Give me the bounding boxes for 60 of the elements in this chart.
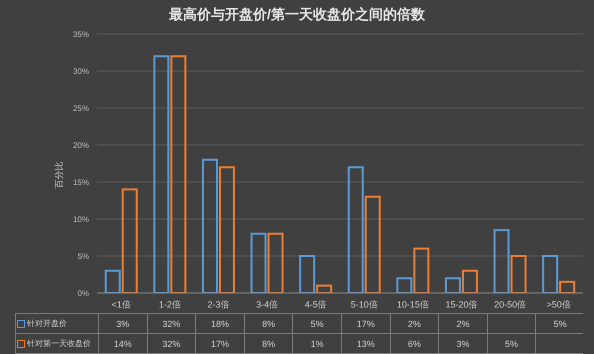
bar bbox=[462, 270, 478, 293]
y-tick-label: 15% bbox=[72, 178, 89, 187]
bar bbox=[348, 166, 364, 293]
bar bbox=[413, 248, 430, 293]
bar bbox=[396, 277, 412, 293]
bar bbox=[444, 277, 461, 293]
data-label: 2% bbox=[390, 314, 438, 333]
data-label: 14% bbox=[98, 334, 147, 353]
data-label: 13% bbox=[340, 334, 390, 353]
data-label: 8% bbox=[244, 314, 292, 333]
bar bbox=[364, 196, 381, 293]
data-label: 17% bbox=[195, 334, 244, 353]
data-label: 5% bbox=[292, 314, 341, 333]
x-tick-label: >50倍 bbox=[546, 299, 571, 310]
x-tick-label: 5-10倍 bbox=[350, 299, 378, 310]
data-label: 5% bbox=[486, 334, 536, 353]
data-label: 32% bbox=[146, 334, 196, 353]
data-label: 32% bbox=[146, 314, 196, 333]
legend-label: 针对开盘价 bbox=[27, 318, 67, 329]
bar bbox=[299, 255, 316, 293]
y-tick-label: 10% bbox=[72, 214, 89, 224]
bar bbox=[494, 229, 510, 293]
y-tick-label: 25% bbox=[72, 104, 89, 113]
bar bbox=[170, 55, 186, 293]
y-tick-label: 5% bbox=[77, 252, 89, 261]
bar bbox=[316, 284, 332, 293]
y-tick-label: 20% bbox=[72, 140, 89, 150]
y-tick-label: 30% bbox=[72, 66, 89, 76]
x-tick-label: 20-50倍 bbox=[494, 299, 526, 310]
data-label: 6% bbox=[390, 334, 438, 353]
bar bbox=[153, 55, 170, 293]
bar bbox=[202, 158, 218, 293]
data-label: 17% bbox=[340, 314, 390, 333]
legend-label: 针对第一天收盘价 bbox=[27, 338, 91, 349]
bar bbox=[104, 270, 121, 293]
data-label: 18% bbox=[195, 314, 244, 333]
y-tick-label: 0% bbox=[77, 288, 89, 298]
bar bbox=[268, 232, 284, 293]
bar bbox=[542, 255, 558, 293]
data-label: 2% bbox=[438, 314, 487, 333]
data-label: 5% bbox=[535, 314, 584, 333]
x-tick-label: 1-2倍 bbox=[158, 299, 181, 310]
data-label: 8% bbox=[244, 334, 292, 353]
x-tick-label: 10-15倍 bbox=[396, 299, 429, 310]
bar bbox=[250, 232, 267, 293]
data-label: 3% bbox=[98, 314, 147, 333]
x-tick-label: 2-3倍 bbox=[207, 299, 230, 310]
bar bbox=[122, 188, 138, 293]
bar bbox=[218, 166, 235, 293]
y-axis-title: 百分比 bbox=[52, 160, 64, 190]
y-tick-label: 35% bbox=[72, 30, 89, 39]
x-tick-label: 15-20倍 bbox=[445, 299, 478, 310]
data-label: 3% bbox=[438, 334, 487, 353]
x-tick-label: 3-4倍 bbox=[256, 299, 278, 310]
bar bbox=[510, 255, 527, 293]
data-label: 1% bbox=[292, 334, 341, 353]
x-tick-label: 4-5倍 bbox=[304, 299, 327, 310]
bar bbox=[559, 280, 576, 293]
chart-title: 最高价与开盘价/第一天收盘价之间的倍数 bbox=[168, 6, 426, 24]
x-tick-label: <1倍 bbox=[112, 299, 131, 310]
